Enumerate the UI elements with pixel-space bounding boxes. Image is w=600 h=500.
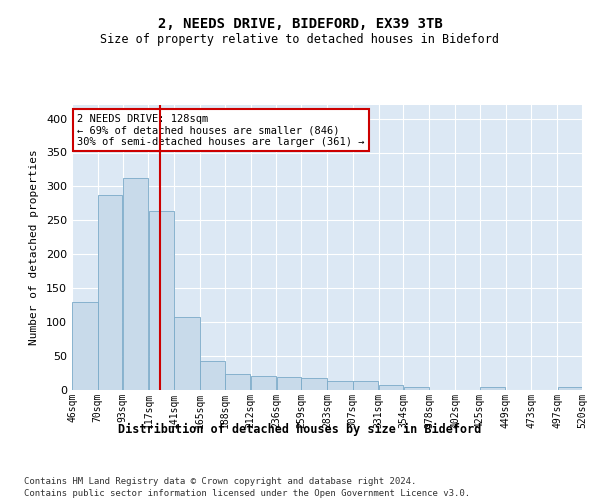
Bar: [251, 376, 276, 390]
Bar: [277, 377, 301, 390]
Bar: [301, 378, 327, 390]
Bar: [480, 386, 505, 390]
Text: Contains HM Land Registry data © Crown copyright and database right 2024.: Contains HM Land Registry data © Crown c…: [24, 478, 416, 486]
Text: Size of property relative to detached houses in Bideford: Size of property relative to detached ho…: [101, 32, 499, 46]
Bar: [379, 385, 403, 390]
Bar: [98, 195, 122, 390]
Bar: [353, 381, 379, 390]
Text: Distribution of detached houses by size in Bideford: Distribution of detached houses by size …: [118, 422, 482, 436]
Bar: [404, 386, 429, 390]
Bar: [225, 374, 250, 390]
Text: 2, NEEDS DRIVE, BIDEFORD, EX39 3TB: 2, NEEDS DRIVE, BIDEFORD, EX39 3TB: [158, 18, 442, 32]
Bar: [200, 361, 224, 390]
Y-axis label: Number of detached properties: Number of detached properties: [29, 150, 39, 346]
Bar: [327, 380, 353, 390]
Bar: [175, 316, 200, 390]
Bar: [72, 302, 98, 390]
Bar: [149, 211, 174, 390]
Bar: [123, 178, 148, 390]
Text: Contains public sector information licensed under the Open Government Licence v3: Contains public sector information licen…: [24, 489, 470, 498]
Bar: [557, 386, 582, 390]
Text: 2 NEEDS DRIVE: 128sqm
← 69% of detached houses are smaller (846)
30% of semi-det: 2 NEEDS DRIVE: 128sqm ← 69% of detached …: [77, 114, 365, 147]
